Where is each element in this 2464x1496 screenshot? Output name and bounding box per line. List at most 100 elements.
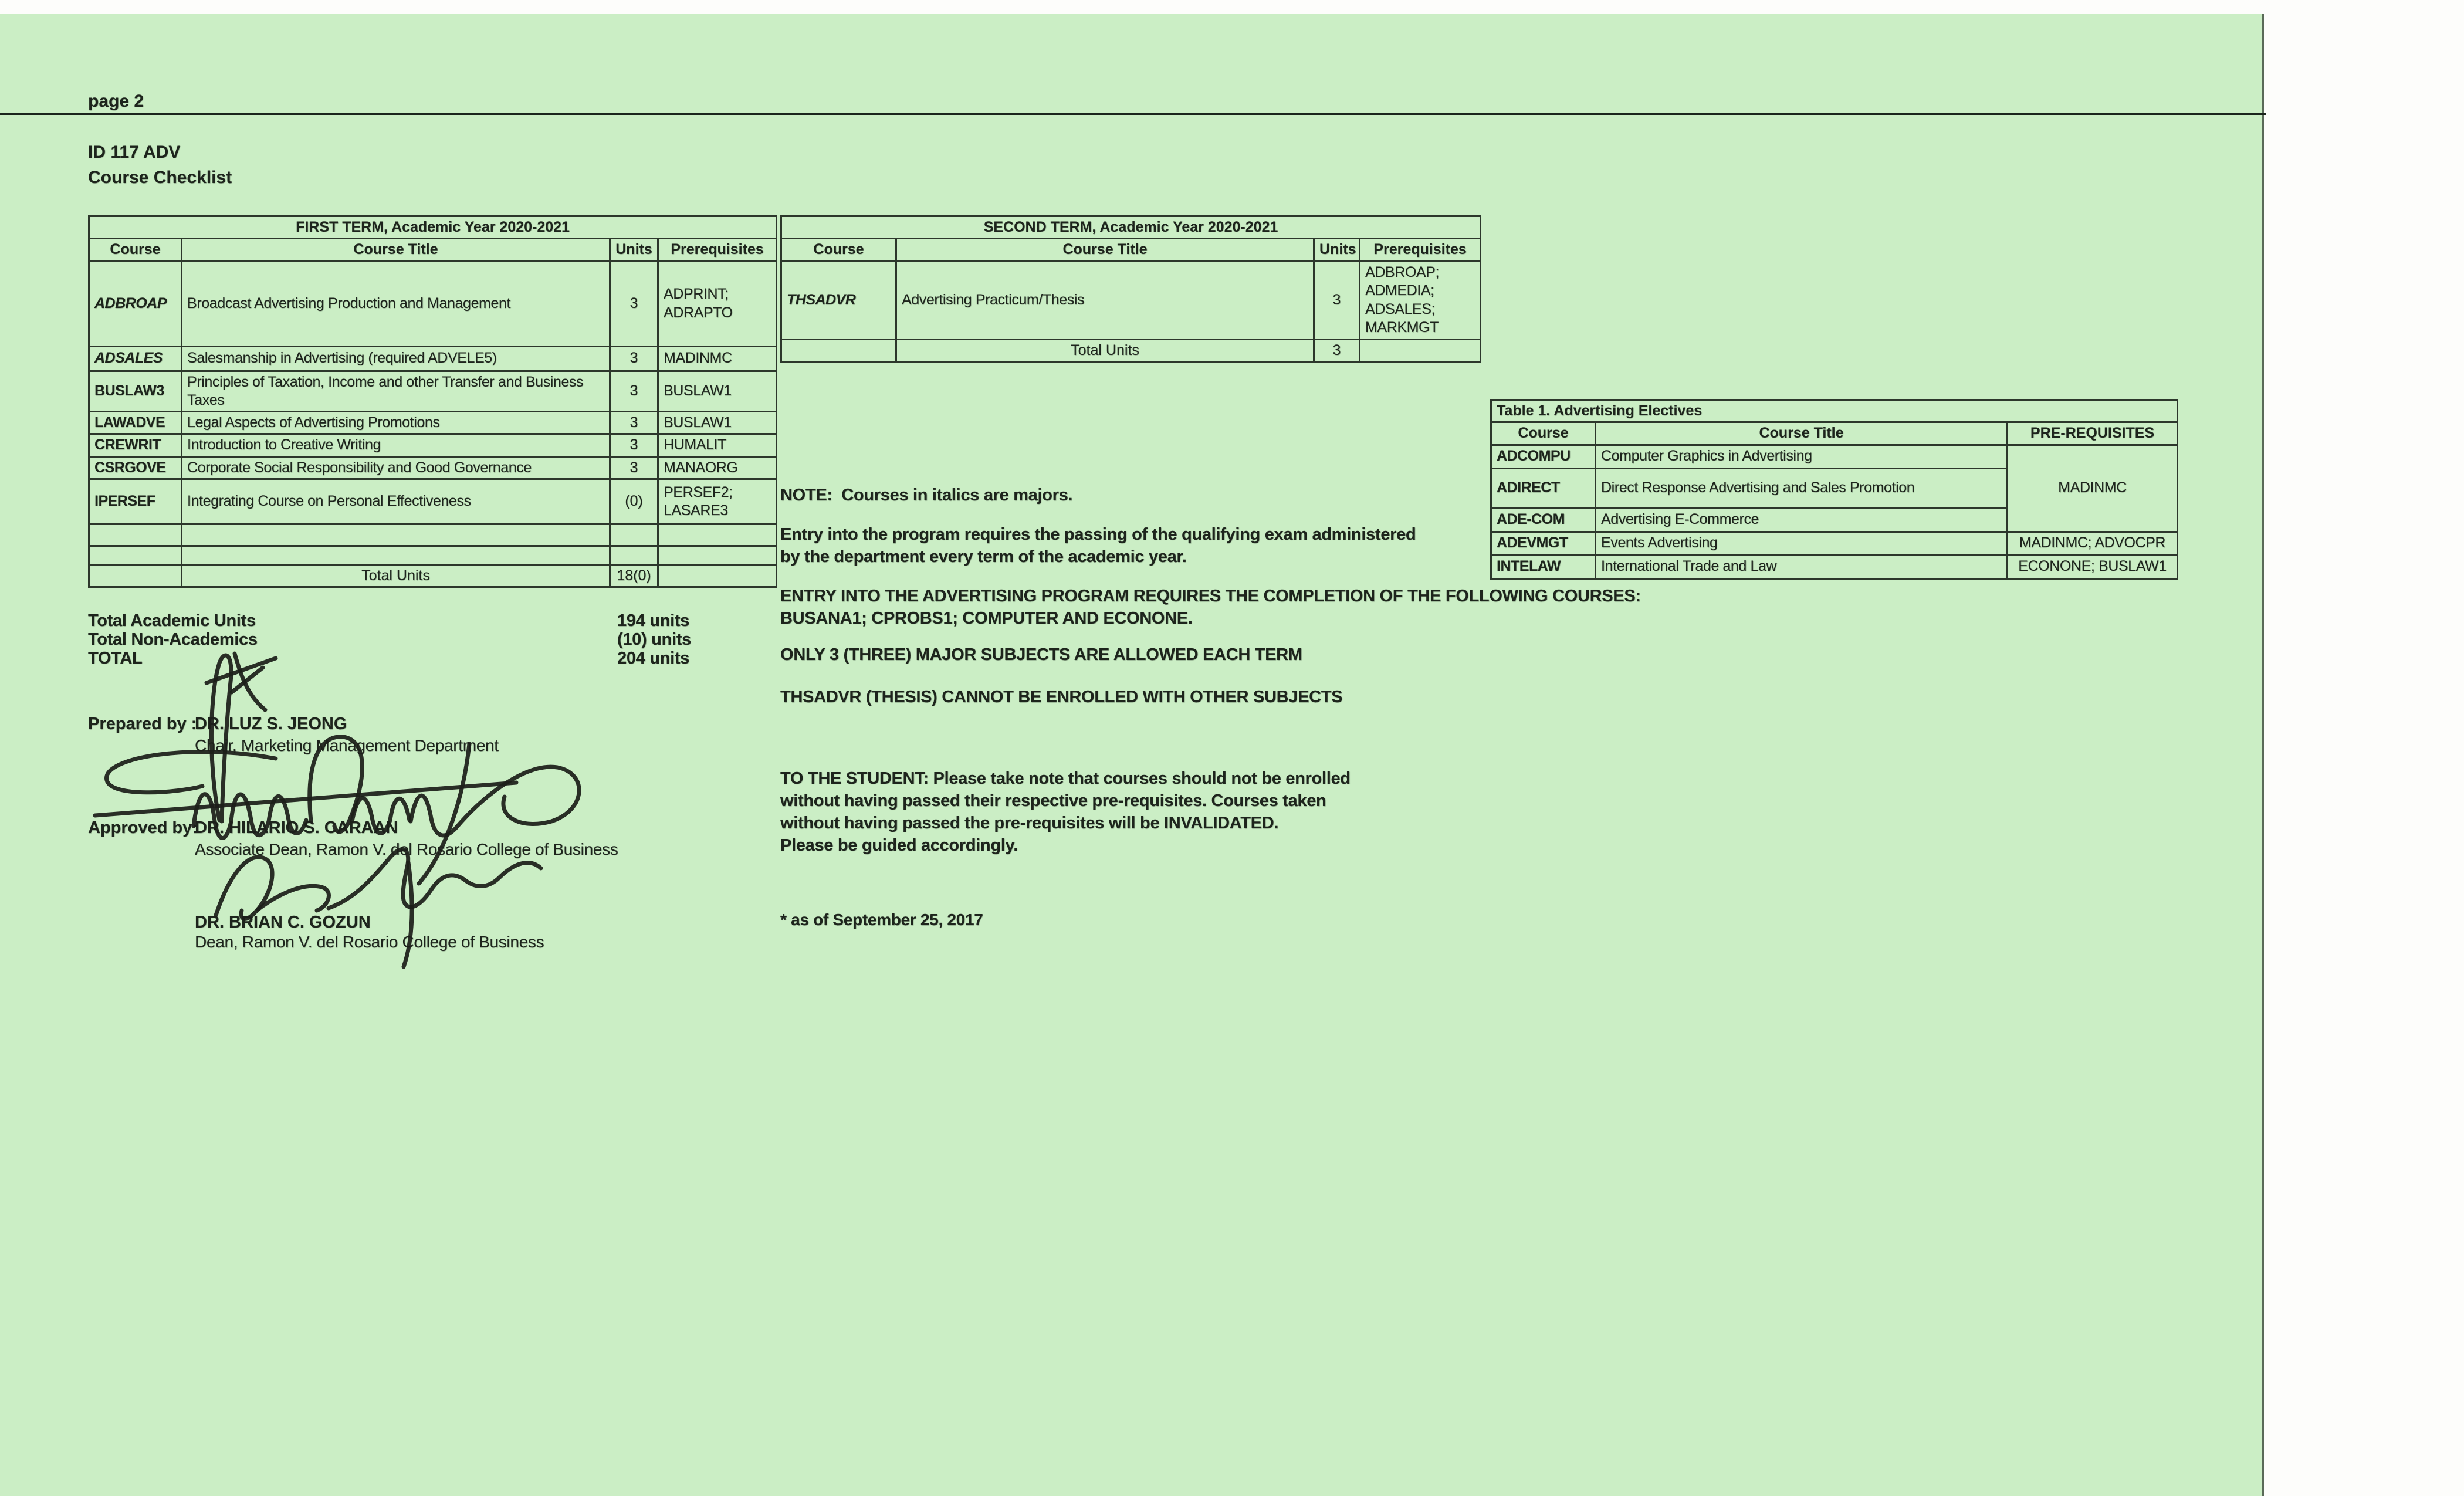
total-units-label: Total Units xyxy=(895,338,1315,363)
table-row: INTELAW International Trade and Law ECON… xyxy=(1490,554,2178,580)
total-academic-units-value: 194 units xyxy=(617,611,690,630)
total-units-value: 3 xyxy=(1313,338,1360,363)
second-term-title: SECOND TERM, Academic Year 2020-2021 xyxy=(780,215,1482,240)
advertising-electives-table: Table 1. Advertising Electives Course Co… xyxy=(1490,398,2178,580)
units-cell: 3 xyxy=(609,433,659,458)
prereq-cell: MADINMC; ADVOCPR xyxy=(2006,530,2178,556)
empty-cell xyxy=(88,544,182,566)
course-title-cell: Salesmanship in Advertising (required AD… xyxy=(181,345,611,372)
course-title-cell: Direct Response Advertising and Sales Pr… xyxy=(1595,467,2008,509)
total-units-label: Total Units xyxy=(181,563,611,588)
units-cell: 3 xyxy=(609,455,659,480)
page-number-label: page 2 xyxy=(88,92,144,111)
course-title-cell: Computer Graphics in Advertising xyxy=(1595,444,2008,469)
course-title-cell: Integrating Course on Personal Effective… xyxy=(181,478,611,525)
course-code-cell: CSRGOVE xyxy=(88,455,182,480)
table-row: ADCOMPU Computer Graphics in Advertising… xyxy=(1490,444,2178,533)
course-title-cell: International Trade and Law xyxy=(1595,554,2008,580)
empty-cell xyxy=(1358,338,1482,363)
prepared-by-role: Chair, Marketing Management Department xyxy=(195,736,499,754)
prereq-cell: PERSEF2; LASARE3 xyxy=(656,478,778,525)
course-title-cell: Principles of Taxation, Income and other… xyxy=(181,370,611,412)
empty-cell xyxy=(780,338,897,363)
document-subtitle: Course Checklist xyxy=(88,168,232,187)
course-title-cell: Corporate Social Responsibility and Good… xyxy=(181,455,611,480)
major-subjects-limit-note: ONLY 3 (THREE) MAJOR SUBJECTS ARE ALLOWE… xyxy=(780,645,1302,664)
empty-cell xyxy=(656,563,778,588)
total-academic-units-label: Total Academic Units xyxy=(88,611,256,630)
course-title-cell: Advertising Practicum/Thesis xyxy=(895,260,1315,340)
approved-by-role: Associate Dean, Ramon V. del Rosario Col… xyxy=(195,840,618,858)
course-title-cell: Advertising E-Commerce xyxy=(1595,507,2008,533)
course-code-cell: ADEVMGT xyxy=(1490,530,1596,556)
document-id: ID 117 ADV xyxy=(88,143,181,162)
student-notice-line2: without having passed their respective p… xyxy=(780,791,1326,810)
note-majors: NOTE: Courses in italics are majors. xyxy=(780,486,1073,505)
col-header-prereq: Prerequisites xyxy=(656,238,778,262)
entry-requirements-line1: ENTRY INTO THE ADVERTISING PROGRAM REQUI… xyxy=(780,587,1641,605)
prereq-cell: ECONONE; BUSLAW1 xyxy=(2006,554,2178,580)
course-code-cell: BUSLAW3 xyxy=(88,370,182,412)
prepared-by-label: Prepared by : xyxy=(88,715,197,733)
course-title-cell: Events Advertising xyxy=(1595,530,2008,556)
electives-table-caption: Table 1. Advertising Electives xyxy=(1490,398,2178,424)
units-cell: 3 xyxy=(609,260,659,347)
col-header-prereq: Prerequisites xyxy=(1358,238,1482,262)
empty-cell xyxy=(656,523,778,547)
entry-requirements-line2: BUSANA1; CPROBS1; COMPUTER AND ECONONE. xyxy=(780,609,1193,628)
header-rule-line xyxy=(0,113,2266,115)
table-row: ADBROAP Broadcast Advertising Production… xyxy=(88,260,778,347)
prereq-cell: ADBROAP; ADMEDIA; ADSALES; MARKMGT xyxy=(1358,260,1482,340)
prepared-by-name: DR. LUZ S. JEONG xyxy=(195,715,347,733)
table-row: ADEVMGT Events Advertising MADINMC; ADVO… xyxy=(1490,530,2178,556)
col-header-course-title: Course Title xyxy=(895,238,1315,262)
empty-cell xyxy=(609,523,659,547)
total-nonacademic-label: Total Non-Academics xyxy=(88,630,258,649)
first-term-table: FIRST TERM, Academic Year 2020-2021 Cour… xyxy=(87,215,778,588)
prereq-cell: HUMALIT xyxy=(656,433,778,458)
col-header-course: Course xyxy=(1490,421,1596,446)
dean-role: Dean, Ramon V. del Rosario College of Bu… xyxy=(195,933,544,951)
approved-by-label: Approved by: xyxy=(88,818,198,837)
prereq-cell: MANAORG xyxy=(656,455,778,480)
col-header-units: Units xyxy=(1313,238,1360,262)
total-row: Total Units 3 xyxy=(780,338,1482,363)
grand-total-value: 204 units xyxy=(617,649,690,668)
note-qualifying-line2: by the department every term of the acad… xyxy=(780,547,1187,566)
dean-name: DR. BRIAN C. GOZUN xyxy=(195,913,371,932)
units-cell: (0) xyxy=(609,478,659,525)
approved-by-name: DR. HILARIO S. CARAAN xyxy=(195,818,398,837)
student-notice-line4: Please be guided accordingly. xyxy=(780,836,1018,855)
table-row: ADE-COM Advertising E-Commerce xyxy=(1490,507,2178,533)
as-of-date-footnote: * as of September 25, 2017 xyxy=(780,911,983,929)
course-code-cell: THSADVR xyxy=(780,260,897,340)
course-code-cell: INTELAW xyxy=(1490,554,1596,580)
course-title-cell: Introduction to Creative Writing xyxy=(181,433,611,458)
empty-cell xyxy=(88,563,182,588)
course-code-cell: ADSALES xyxy=(88,345,182,372)
empty-cell xyxy=(656,544,778,566)
col-header-course-title: Course Title xyxy=(181,238,611,262)
course-code-cell: IPERSEF xyxy=(88,478,182,525)
empty-table-row xyxy=(88,523,778,547)
table-row: BUSLAW3 Principles of Taxation, Income a… xyxy=(88,370,778,412)
table-row: CSRGOVE Corporate Social Responsibility … xyxy=(88,455,778,480)
prereq-cell: BUSLAW1 xyxy=(656,410,778,435)
units-cell: 3 xyxy=(609,370,659,412)
course-code-cell: ADE-COM xyxy=(1490,507,1596,533)
units-cell: 3 xyxy=(1313,260,1360,340)
prereq-cell: BUSLAW1 xyxy=(656,370,778,412)
col-header-course-title: Course Title xyxy=(1595,421,2008,446)
table-row: ADSALES Salesmanship in Advertising (req… xyxy=(88,345,778,372)
empty-table-row xyxy=(88,544,778,566)
col-header-units: Units xyxy=(609,238,659,262)
merged-prereq-cell: MADINMC xyxy=(2006,444,2178,533)
course-code-cell: LAWADVE xyxy=(88,410,182,435)
course-code-cell: ADCOMPU xyxy=(1490,444,1596,469)
table-row: IPERSEF Integrating Course on Personal E… xyxy=(88,478,778,525)
prereq-cell: ADPRINT; ADRAPTO xyxy=(656,260,778,347)
total-row: Total Units 18(0) xyxy=(88,563,778,588)
prereq-cell: MADINMC xyxy=(656,345,778,372)
second-term-table: SECOND TERM, Academic Year 2020-2021 Cou… xyxy=(780,215,1482,363)
